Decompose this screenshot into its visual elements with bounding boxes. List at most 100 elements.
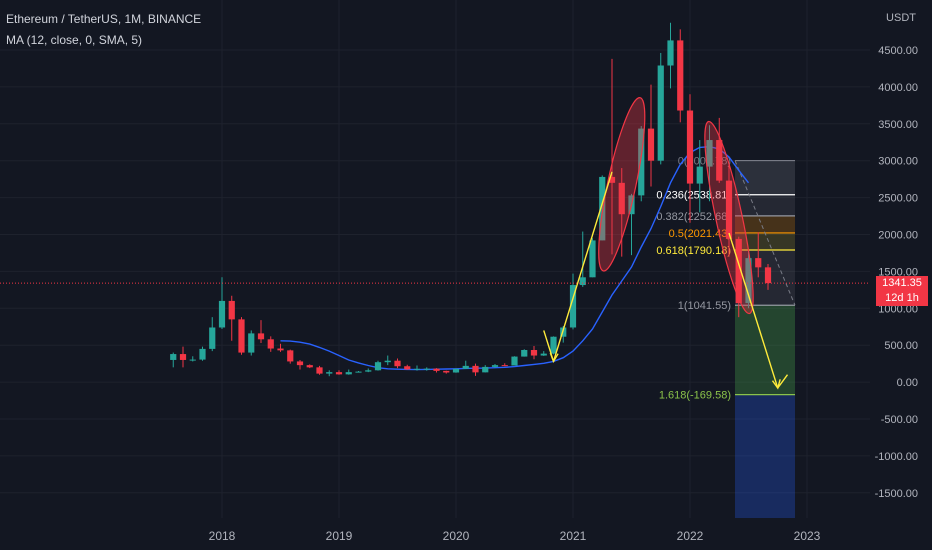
y-tick-label: 3000.00 (878, 156, 918, 168)
trend-arrow-segment[interactable] (777, 374, 789, 389)
candle-body (491, 365, 499, 367)
x-tick-label: 2021 (560, 529, 587, 543)
candle-body (462, 365, 469, 369)
x-tick-label: 2022 (677, 529, 704, 543)
candle-body (433, 368, 440, 371)
candle-body (287, 350, 294, 362)
candle-body (755, 258, 762, 268)
candle-body (218, 300, 226, 328)
last-price-label: 1341.35 (876, 276, 928, 291)
x-tick-label: 2023 (794, 529, 821, 543)
candle-body (248, 333, 255, 353)
x-tick-label: 2019 (326, 529, 353, 543)
trend-arrow-segment[interactable] (552, 171, 613, 362)
fib-level-label: 1(1041.55) (678, 300, 731, 312)
y-tick-label: 1500.00 (878, 266, 918, 278)
candle-body (267, 339, 274, 349)
y-tick-label: -1500.00 (875, 488, 918, 500)
moving-average-layer (280, 145, 750, 371)
candle-body (735, 238, 742, 304)
candle-body (199, 348, 206, 360)
candle-body (589, 240, 596, 278)
candle-body (384, 360, 391, 363)
candle-body (355, 371, 362, 373)
candle-body (725, 180, 733, 239)
candle-body (452, 368, 460, 373)
candle-body (374, 362, 382, 371)
fib-zone (735, 194, 795, 216)
fib-zone (735, 215, 795, 233)
arrow-annotations[interactable] (543, 171, 789, 390)
candle-body (306, 365, 313, 368)
fib-zone (735, 305, 795, 395)
candle-body (326, 372, 333, 374)
symbol-title[interactable]: Ethereum / TetherUS, 1M, BINANCE (6, 12, 202, 26)
arrowhead[interactable] (549, 352, 559, 364)
candle-body (686, 110, 694, 184)
x-tick-label: 2018 (209, 529, 236, 543)
ellipse-annotations[interactable] (590, 95, 763, 317)
candle-body (189, 359, 196, 361)
y-tick-label: 2000.00 (878, 230, 918, 242)
candle-body (394, 360, 401, 367)
arrowhead[interactable] (771, 379, 781, 390)
candlestick-series (170, 22, 772, 377)
trend-arrow-segment[interactable] (728, 232, 779, 389)
y-tick-label: 500.00 (884, 340, 918, 352)
candle-body (569, 285, 577, 328)
y-tick-label: -500.00 (881, 414, 918, 426)
y-axis: 4500.00 4000.00 3500.00 3000.00 2500.00 2000.… (875, 45, 918, 500)
y-tick-label: 0.00 (897, 377, 918, 389)
candle-body (443, 370, 450, 373)
highlight-ellipse[interactable] (590, 95, 654, 274)
candle-body (618, 182, 625, 215)
y-tick-label: -1000.00 (875, 451, 918, 463)
y-tick-label: 4000.00 (878, 82, 918, 94)
fib-trend-line (734, 160, 796, 306)
candle-body (521, 349, 528, 357)
moving-average-line (280, 145, 750, 371)
candle-body (716, 140, 723, 181)
y-tick-label: 2500.00 (878, 193, 918, 205)
candle-body (365, 370, 372, 372)
indicator-legend[interactable]: MA (12, close, 0, SMA, 5) (6, 33, 143, 47)
candle-body (335, 372, 343, 375)
candle-body (296, 361, 304, 366)
bar-countdown-label: 12d 1h (876, 291, 928, 306)
fib-zone (735, 232, 795, 250)
highlight-ellipse[interactable] (696, 119, 763, 316)
candle-body (257, 333, 265, 340)
fib-level-label: 0.618(1790.18) (656, 245, 731, 257)
candle-body (608, 176, 616, 183)
candle-body (482, 366, 489, 373)
candle-body (413, 368, 421, 370)
price-axis-unit[interactable]: USDT (886, 12, 916, 24)
candle-body (647, 128, 655, 161)
candle-body (345, 372, 352, 375)
candle-body (706, 140, 713, 167)
y-tick-label: 1000.00 (878, 303, 918, 315)
candle-body (696, 166, 703, 184)
candle-body (228, 300, 235, 320)
candle-body (316, 367, 323, 374)
candle-body (404, 366, 411, 370)
candle-body (170, 354, 177, 360)
candle-body (550, 336, 557, 354)
fib-extension-zone (735, 394, 795, 518)
candle-body (579, 277, 586, 286)
candle-body (238, 319, 245, 353)
candle-body (179, 354, 187, 360)
candle-body (209, 327, 216, 349)
candle-body (764, 267, 772, 284)
y-tick-label: 4500.00 (878, 45, 918, 57)
candle-body (638, 128, 645, 196)
candle-body (511, 356, 518, 366)
candle-body (677, 40, 684, 111)
y-tick-label: 3500.00 (878, 119, 918, 131)
candle-body (277, 348, 284, 351)
candle-body (745, 258, 752, 304)
fib-level-label: 0.382(2252.68) (656, 211, 731, 223)
candle-body (423, 368, 430, 370)
x-axis: 2018 2019 2020 2021 2022 2023 (209, 529, 821, 543)
